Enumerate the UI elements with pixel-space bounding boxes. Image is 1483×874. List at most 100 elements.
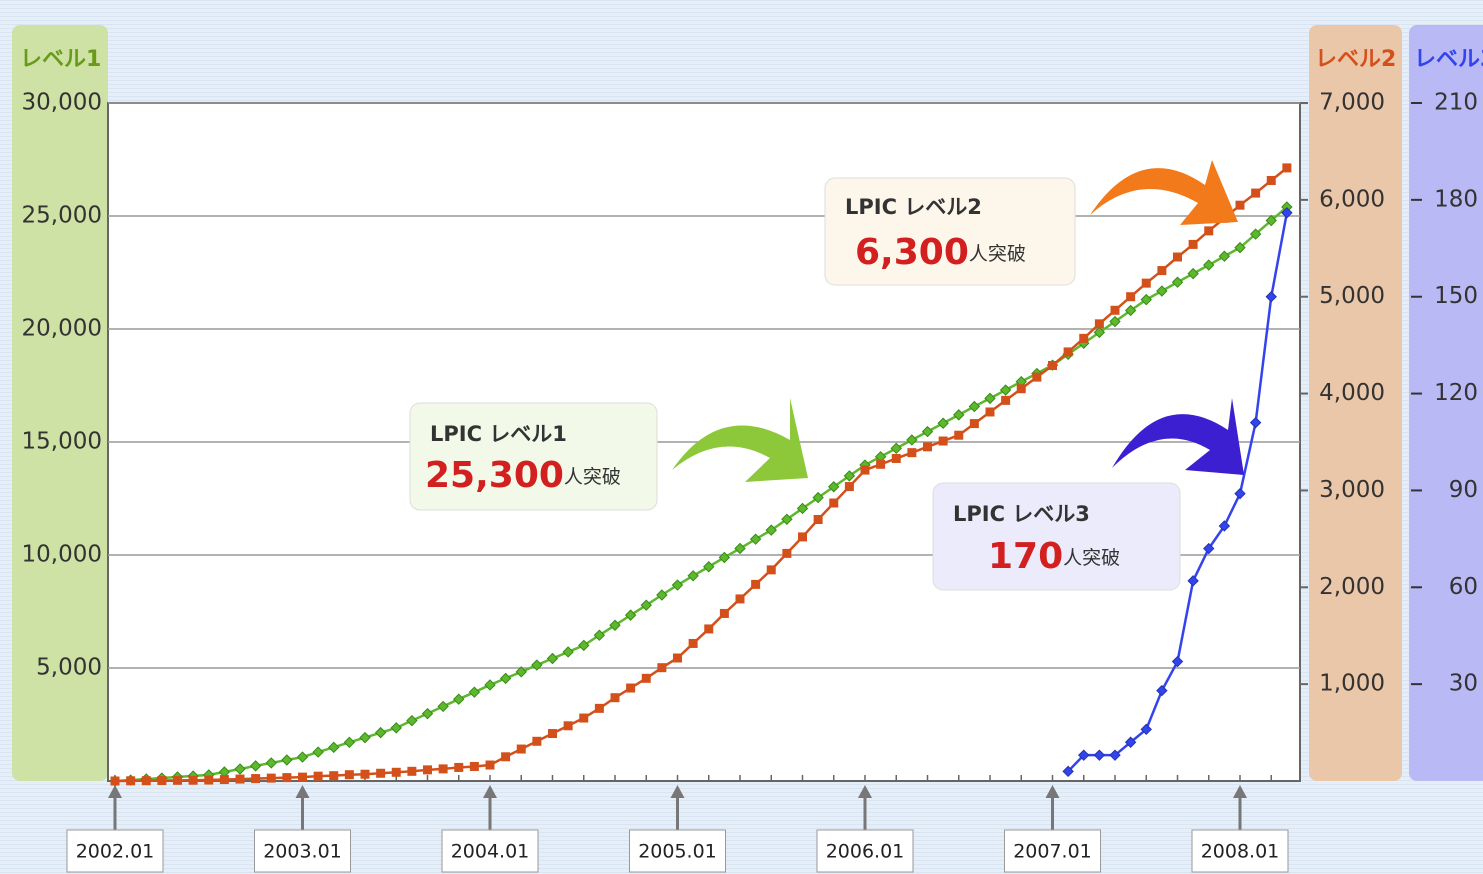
x-tick-label: 2004.01: [451, 841, 530, 863]
marker: [267, 774, 276, 783]
y2-tick-label: 1,000: [1319, 671, 1385, 697]
y-tick-label: 20,000: [22, 316, 102, 342]
marker: [392, 768, 401, 777]
y2-tick-label: 3,000: [1319, 477, 1385, 503]
callout-title: LPIC レベル1: [430, 422, 567, 446]
marker: [1126, 292, 1135, 301]
marker: [798, 532, 807, 541]
x-tick-label: 2006.01: [826, 841, 905, 863]
axis-title-right2: レベル3: [1414, 47, 1483, 72]
marker: [970, 419, 979, 428]
y3-tick-label: 120: [1434, 380, 1478, 406]
marker: [689, 639, 698, 648]
marker: [314, 772, 323, 781]
marker: [564, 721, 573, 730]
marker: [736, 594, 745, 603]
marker: [1048, 361, 1057, 370]
marker: [1032, 373, 1041, 382]
marker: [111, 777, 120, 786]
marker: [657, 663, 666, 672]
y3-tick-label: 150: [1434, 283, 1478, 309]
y-tick-label: 30,000: [22, 90, 102, 116]
x-tick-label: 2008.01: [1201, 841, 1280, 863]
marker: [814, 515, 823, 524]
y-tick-label: 10,000: [22, 542, 102, 568]
marker: [142, 776, 151, 785]
marker: [361, 770, 370, 779]
marker: [907, 448, 916, 457]
marker: [1142, 279, 1151, 288]
callout-highlight: 25,300: [425, 455, 564, 496]
marker: [439, 764, 448, 773]
marker: [720, 609, 729, 618]
marker: [892, 454, 901, 463]
marker: [423, 765, 432, 774]
marker: [1001, 396, 1010, 405]
marker: [220, 775, 229, 784]
y3-tick-label: 90: [1449, 477, 1478, 503]
marker: [532, 737, 541, 746]
marker: [298, 773, 307, 782]
page: レベル1 レベル2 レベル3 5,000 10,000 15,000 20,000 25…: [0, 0, 1483, 874]
callout-title: LPIC レベル3: [953, 502, 1090, 526]
y2-tick-label: 6,000: [1319, 186, 1385, 212]
marker: [861, 466, 870, 475]
marker: [829, 499, 838, 508]
axis-title-right: レベル2: [1315, 47, 1396, 72]
y2-tick-label: 4,000: [1319, 380, 1385, 406]
marker: [782, 549, 791, 558]
marker: [954, 431, 963, 440]
marker: [548, 729, 557, 738]
marker: [1017, 384, 1026, 393]
marker: [1111, 306, 1120, 315]
marker: [939, 437, 948, 446]
marker: [236, 775, 245, 784]
marker: [329, 771, 338, 780]
marker: [486, 761, 495, 770]
chart: レベル1 レベル2 レベル3 5,000 10,000 15,000 20,000 25…: [0, 0, 1483, 874]
marker: [517, 745, 526, 754]
marker: [251, 774, 260, 783]
marker: [157, 776, 166, 785]
callout-suffix: 人突破: [969, 243, 1026, 265]
y3-tick-label: 30: [1449, 671, 1478, 697]
marker: [1189, 240, 1198, 249]
axis-title-left: レベル1: [20, 47, 101, 72]
marker: [611, 693, 620, 702]
marker: [501, 752, 510, 761]
marker: [673, 653, 682, 662]
marker: [704, 624, 713, 633]
marker: [767, 565, 776, 574]
x-tick-label: 2007.01: [1013, 841, 1092, 863]
marker: [1236, 201, 1245, 210]
marker: [1064, 347, 1073, 356]
marker: [1267, 176, 1276, 185]
marker: [189, 776, 198, 785]
y3-tick-label: 60: [1449, 574, 1478, 600]
callout-suffix: 人突破: [564, 466, 621, 488]
marker: [1157, 266, 1166, 275]
marker: [845, 482, 854, 491]
marker: [126, 776, 135, 785]
callout-highlight: 6,300: [855, 232, 969, 273]
callout-highlight: 170: [988, 536, 1063, 577]
marker: [876, 460, 885, 469]
marker: [1251, 189, 1260, 198]
marker: [1173, 253, 1182, 262]
y2-tick-label: 7,000: [1319, 90, 1385, 116]
marker: [345, 770, 354, 779]
marker: [642, 674, 651, 683]
x-tick-label: 2005.01: [638, 841, 717, 863]
y-tick-label: 15,000: [22, 429, 102, 455]
callout-title: LPIC レベル2: [845, 195, 982, 219]
x-tick-label: 2003.01: [263, 841, 342, 863]
y2-tick-label: 2,000: [1319, 574, 1385, 600]
marker: [751, 580, 760, 589]
marker: [1282, 163, 1291, 172]
x-tick-label: 2002.01: [76, 841, 155, 863]
marker: [470, 762, 479, 771]
marker: [204, 776, 213, 785]
marker: [454, 763, 463, 772]
y2-tick-label: 5,000: [1319, 283, 1385, 309]
marker: [173, 776, 182, 785]
